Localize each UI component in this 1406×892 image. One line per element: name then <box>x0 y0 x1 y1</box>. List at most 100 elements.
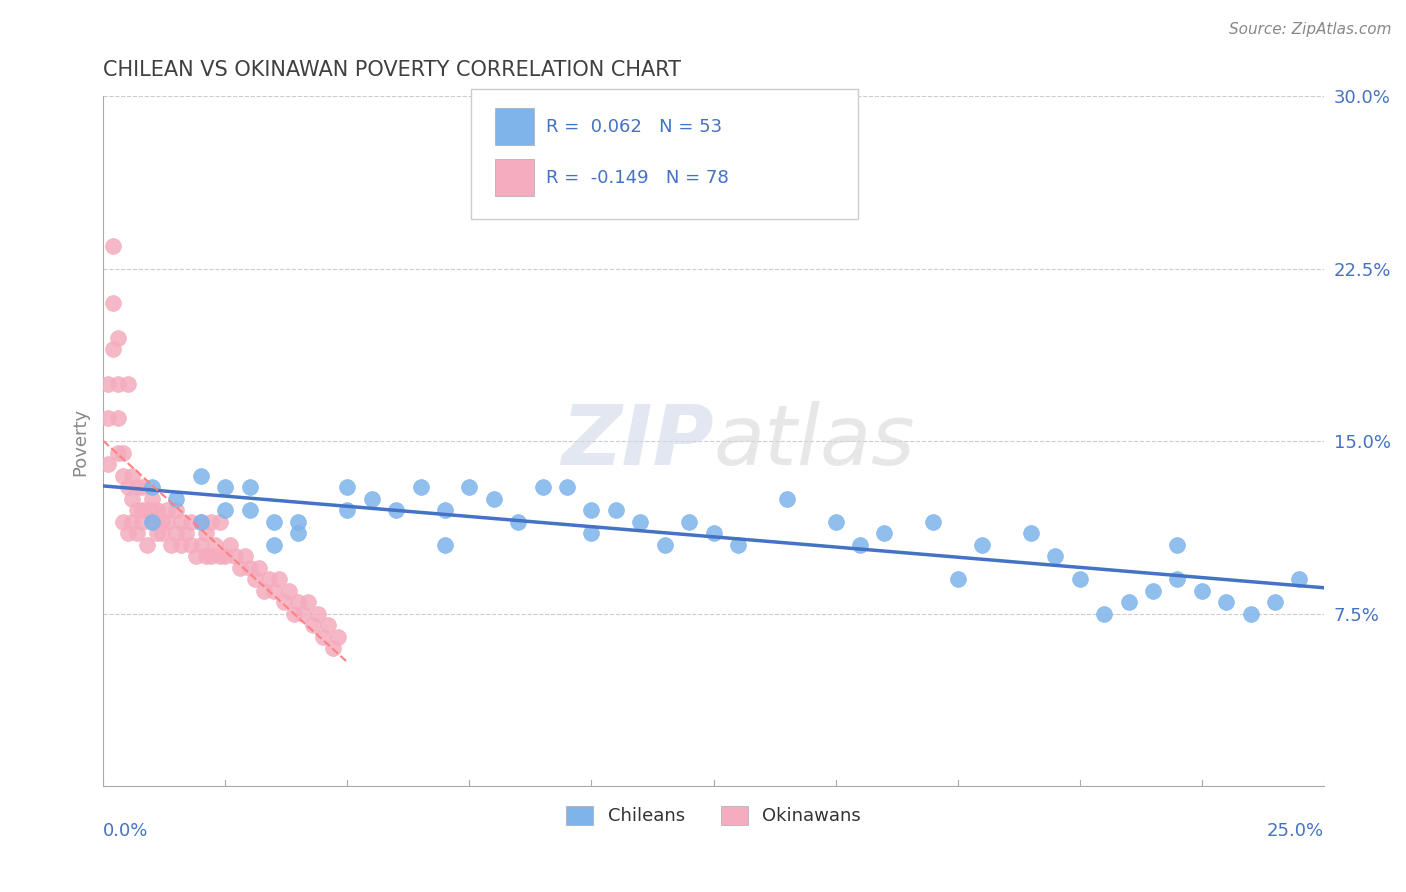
Point <box>482 491 505 506</box>
Point <box>531 480 554 494</box>
Point <box>180 538 202 552</box>
Point <box>1288 573 1310 587</box>
Point <box>263 515 285 529</box>
Point <box>170 515 193 529</box>
Point <box>605 503 627 517</box>
Point <box>146 526 169 541</box>
Point <box>107 446 129 460</box>
Point <box>194 526 217 541</box>
Point <box>336 480 359 494</box>
Point <box>214 480 236 494</box>
Point <box>146 503 169 517</box>
Point <box>322 641 344 656</box>
Point <box>292 607 315 621</box>
Point <box>776 491 799 506</box>
Point <box>243 573 266 587</box>
Point <box>283 607 305 621</box>
Point <box>209 549 232 564</box>
Point <box>263 584 285 599</box>
Point <box>141 491 163 506</box>
Point <box>1069 573 1091 587</box>
Point <box>508 515 530 529</box>
Point <box>1142 584 1164 599</box>
Point <box>141 503 163 517</box>
Point <box>97 458 120 472</box>
Point <box>117 376 139 391</box>
Point <box>312 630 335 644</box>
Point <box>150 526 173 541</box>
Point <box>127 480 149 494</box>
Point <box>165 526 187 541</box>
Point <box>121 469 143 483</box>
Point <box>273 595 295 609</box>
Text: R =  -0.149   N = 78: R = -0.149 N = 78 <box>546 169 728 186</box>
Text: 0.0%: 0.0% <box>103 822 149 840</box>
Point <box>141 515 163 529</box>
Point <box>107 376 129 391</box>
Point <box>180 515 202 529</box>
Point <box>555 480 578 494</box>
Point <box>190 515 212 529</box>
Point <box>97 376 120 391</box>
Point <box>1166 538 1188 552</box>
Point <box>239 561 262 575</box>
Point <box>190 469 212 483</box>
Point <box>150 515 173 529</box>
Point <box>654 538 676 552</box>
Point <box>209 515 232 529</box>
Point <box>385 503 408 517</box>
Point <box>204 538 226 552</box>
Point <box>628 515 651 529</box>
Point <box>1118 595 1140 609</box>
Point <box>1019 526 1042 541</box>
Point <box>1240 607 1263 621</box>
Point <box>287 595 309 609</box>
Point <box>297 595 319 609</box>
Point <box>239 503 262 517</box>
Point <box>1166 573 1188 587</box>
Point <box>702 526 724 541</box>
Point <box>873 526 896 541</box>
Point <box>121 515 143 529</box>
Point <box>263 538 285 552</box>
Point <box>239 480 262 494</box>
Point <box>316 618 339 632</box>
Point <box>136 503 159 517</box>
Point <box>253 584 276 599</box>
Point <box>946 573 969 587</box>
Point <box>336 503 359 517</box>
Text: R =  0.062   N = 53: R = 0.062 N = 53 <box>546 118 721 136</box>
Point <box>727 538 749 552</box>
Point <box>160 538 183 552</box>
Point <box>326 630 349 644</box>
Point <box>360 491 382 506</box>
Legend: Chileans, Okinawans: Chileans, Okinawans <box>558 799 869 832</box>
Point <box>433 503 456 517</box>
Point <box>107 331 129 345</box>
Point <box>127 503 149 517</box>
Text: Source: ZipAtlas.com: Source: ZipAtlas.com <box>1229 22 1392 37</box>
Point <box>97 411 120 425</box>
Point <box>170 538 193 552</box>
Point <box>141 515 163 529</box>
Point <box>224 549 246 564</box>
Point <box>678 515 700 529</box>
Point <box>155 515 177 529</box>
Point <box>302 618 325 632</box>
Point <box>214 549 236 564</box>
Point <box>111 446 134 460</box>
Point <box>200 515 222 529</box>
Text: 25.0%: 25.0% <box>1267 822 1324 840</box>
Point <box>247 561 270 575</box>
Point <box>165 503 187 517</box>
Point <box>111 515 134 529</box>
Point <box>190 515 212 529</box>
Point <box>121 491 143 506</box>
Point <box>409 480 432 494</box>
Point <box>136 538 159 552</box>
Point <box>141 480 163 494</box>
Point <box>131 503 153 517</box>
Point <box>1264 595 1286 609</box>
Point <box>174 526 197 541</box>
Point <box>433 538 456 552</box>
